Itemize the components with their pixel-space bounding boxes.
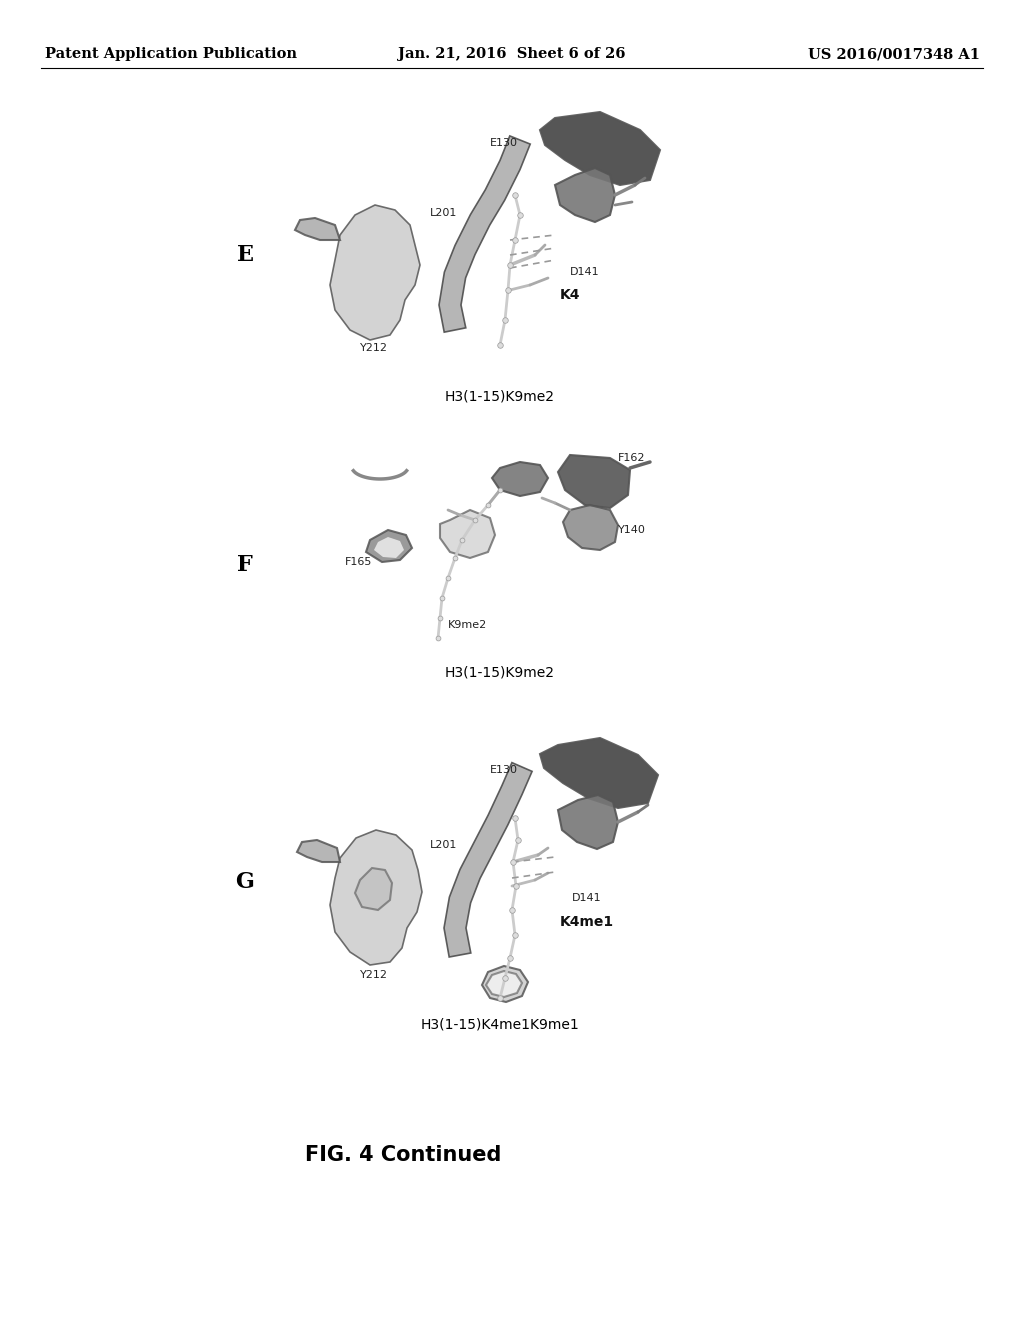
Text: Y212: Y212: [360, 343, 388, 352]
Text: F162: F162: [618, 453, 645, 463]
Polygon shape: [366, 531, 412, 562]
Text: F: F: [238, 554, 253, 576]
Text: FIG. 4 Continued: FIG. 4 Continued: [305, 1144, 502, 1166]
Text: L201: L201: [430, 840, 458, 850]
Text: K9me2: K9me2: [449, 620, 487, 630]
Polygon shape: [297, 840, 340, 862]
Text: D141: D141: [572, 894, 602, 903]
Polygon shape: [540, 738, 658, 808]
Polygon shape: [295, 218, 340, 240]
Polygon shape: [330, 205, 420, 341]
Text: Jan. 21, 2016  Sheet 6 of 26: Jan. 21, 2016 Sheet 6 of 26: [398, 48, 626, 61]
Polygon shape: [374, 537, 404, 558]
Text: K4me1: K4me1: [560, 915, 614, 929]
Polygon shape: [492, 462, 548, 496]
Polygon shape: [558, 795, 618, 849]
Text: US 2016/0017348 A1: US 2016/0017348 A1: [808, 48, 980, 61]
Polygon shape: [555, 168, 615, 222]
Text: E130: E130: [490, 139, 518, 148]
Text: G: G: [236, 871, 254, 894]
Text: Y140: Y140: [618, 525, 646, 535]
Polygon shape: [486, 972, 522, 997]
Polygon shape: [444, 763, 532, 957]
Polygon shape: [439, 136, 530, 333]
Text: K4: K4: [560, 288, 581, 302]
Text: Y212: Y212: [360, 970, 388, 979]
Text: L201: L201: [430, 209, 458, 218]
Polygon shape: [482, 966, 528, 1002]
Polygon shape: [440, 510, 495, 558]
Polygon shape: [563, 506, 618, 550]
Text: E130: E130: [490, 766, 518, 775]
Text: D141: D141: [570, 267, 600, 277]
Polygon shape: [558, 455, 630, 508]
Text: F165: F165: [345, 557, 373, 568]
Polygon shape: [355, 869, 392, 909]
Polygon shape: [540, 112, 660, 185]
Polygon shape: [330, 830, 422, 965]
Text: Patent Application Publication: Patent Application Publication: [45, 48, 297, 61]
Text: E: E: [237, 244, 254, 267]
Text: H3(1-15)K9me2: H3(1-15)K9me2: [445, 665, 555, 678]
Text: H3(1-15)K9me2: H3(1-15)K9me2: [445, 389, 555, 404]
Text: H3(1-15)K4me1K9me1: H3(1-15)K4me1K9me1: [421, 1018, 580, 1032]
